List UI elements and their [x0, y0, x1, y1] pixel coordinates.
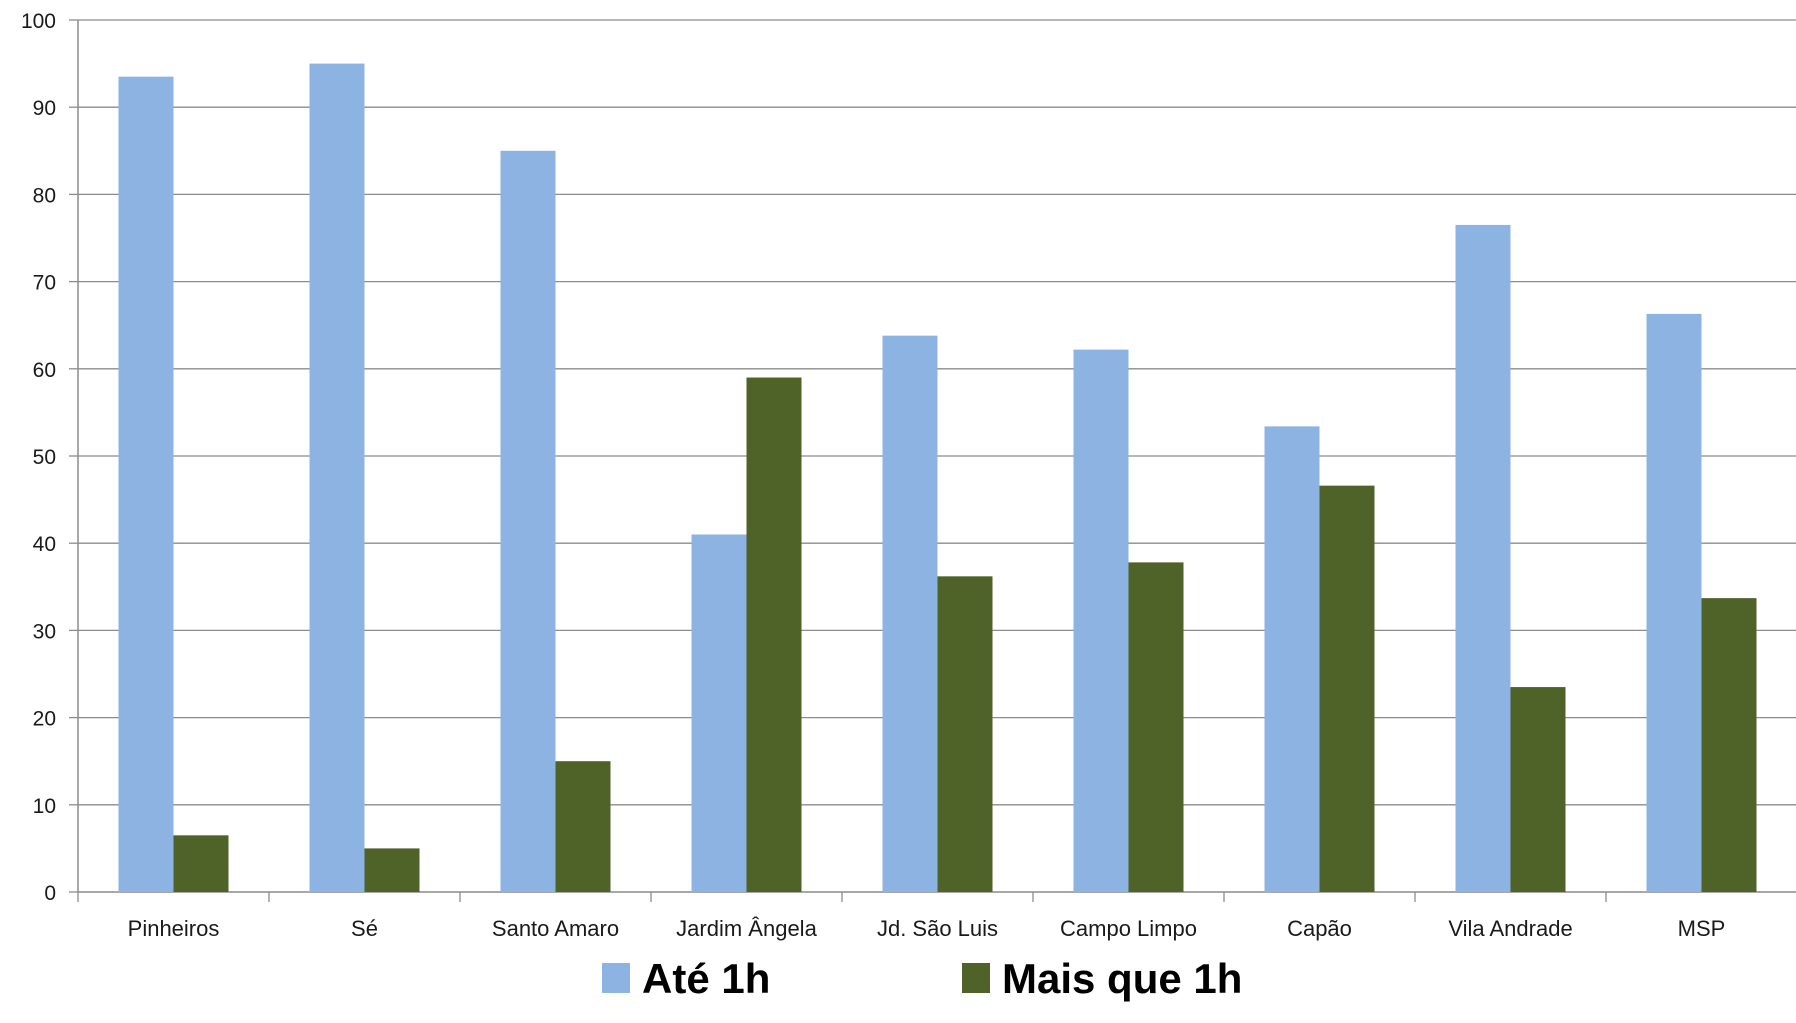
x-tick-label: Vila Andrade — [1448, 916, 1572, 941]
x-tick-label: Capão — [1287, 916, 1352, 941]
legend-label: Até 1h — [642, 955, 770, 1002]
bar-ate-1h — [500, 150, 556, 893]
x-tick-label: Pinheiros — [128, 916, 220, 941]
x-tick-label: Jardim Ângela — [676, 916, 817, 941]
y-tick-label: 100 — [21, 10, 56, 33]
y-tick-label: 80 — [33, 184, 56, 207]
x-tick-label: Jd. São Luis — [877, 916, 998, 941]
bar-ate-1h — [1646, 313, 1702, 892]
x-tick-label: Sé — [351, 916, 378, 941]
bar-ate-1h — [1264, 426, 1320, 892]
legend-swatch — [602, 963, 630, 993]
x-tick-label: Santo Amaro — [492, 916, 619, 941]
bar-mais-que-1h — [1319, 485, 1375, 892]
legend-swatch — [962, 963, 990, 993]
x-tick-label: Campo Limpo — [1060, 916, 1197, 941]
y-tick-label: 10 — [33, 795, 56, 818]
bar-mais-que-1h — [1510, 687, 1566, 892]
bar-mais-que-1h — [364, 848, 420, 892]
y-tick-label: 90 — [33, 97, 56, 120]
bar-ate-1h — [882, 335, 938, 892]
y-tick-label: 60 — [33, 359, 56, 382]
y-tick-label: 70 — [33, 272, 56, 295]
x-tick-label: MSP — [1678, 916, 1726, 941]
y-tick-label: 50 — [33, 446, 56, 469]
bar-ate-1h — [1455, 224, 1511, 893]
bar-ate-1h — [118, 76, 174, 893]
y-tick-label: 20 — [33, 708, 56, 731]
bar-ate-1h — [691, 534, 747, 892]
legend-label: Mais que 1h — [1002, 955, 1242, 1002]
bar-mais-que-1h — [1128, 562, 1184, 892]
y-tick-label: 30 — [33, 620, 56, 643]
bar-mais-que-1h — [746, 377, 802, 892]
bar-mais-que-1h — [937, 576, 993, 892]
bar-mais-que-1h — [173, 835, 229, 892]
bar-ate-1h — [1073, 349, 1129, 893]
bar-mais-que-1h — [555, 761, 611, 892]
bar-ate-1h — [309, 63, 365, 893]
bar-mais-que-1h — [1701, 598, 1757, 892]
y-tick-label: 40 — [33, 533, 56, 556]
y-tick-label: 0 — [44, 882, 56, 905]
